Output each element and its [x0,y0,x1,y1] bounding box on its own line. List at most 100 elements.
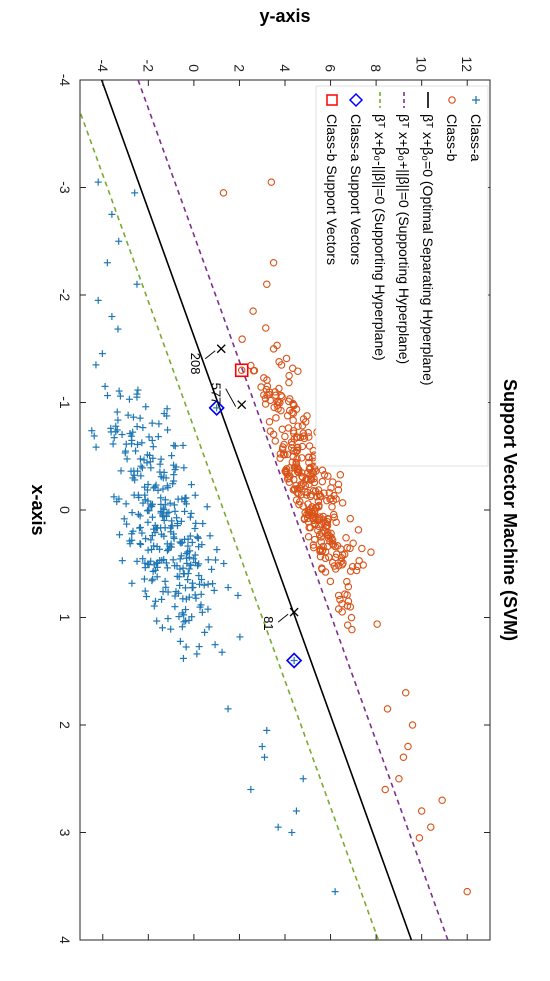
x-tick-label: -1 [57,396,73,409]
y-tick-label: -2 [140,60,156,73]
class-a-point [212,556,220,564]
class-b-point [305,433,313,441]
class-b-point [298,442,307,451]
class-b-point [292,460,301,468]
class-a-point [184,570,192,578]
class-b-point [277,406,285,415]
x-tick-label: -4 [57,74,73,87]
class-a-point [147,464,155,472]
legend-label: βᵀ x+β₀+||β||=0 (Supporting Hyperplane) [396,114,412,364]
class-a-point [186,513,194,521]
legend-item-sv-a: Class-a Support Vectors [348,92,364,265]
class-a-point [113,498,121,506]
class-a-point [123,520,131,528]
y-tick-label: -4 [95,60,111,73]
class-a-point [224,584,232,592]
class-a-point [175,613,183,621]
class-a-point [98,350,106,358]
class-a-point [188,538,196,546]
class-b-support-vector [234,363,249,378]
class-a-point [122,500,130,508]
class-a-point [177,552,185,560]
class-b-point [305,480,313,489]
legend-item-class-a: Class-a [468,96,484,162]
y-tick-label: 8 [368,64,384,72]
class-a-point [193,650,201,658]
class-a-point [220,560,228,568]
class-a-point [170,477,178,485]
class-a-point [148,500,156,508]
class-b-point [285,478,294,487]
class-b-point [292,496,301,504]
class-a-point [112,422,120,430]
class-a-point [174,589,182,597]
class-b-point [298,472,306,481]
class-a-point [162,583,170,591]
class-a-point [159,513,167,521]
class-a-point [139,555,147,563]
class-a-point [163,405,171,413]
class-b-point [281,432,289,441]
class-b-point [293,463,301,471]
class-b-point [276,450,285,458]
class-b-point [278,425,287,433]
class-a-point [107,428,115,436]
legend-label: Class-b [444,114,460,162]
class-a-point [132,447,140,455]
class-b-point [273,341,281,350]
class-b-point [298,421,307,430]
class-a-point [141,564,149,572]
class-a-point [135,524,143,532]
class-a-point [92,361,100,369]
class-a-point [113,426,121,434]
class-b-point [342,534,350,542]
class-a-point [94,296,102,304]
class-a-point [116,392,124,400]
class-a-point [218,648,226,656]
class-a-point [134,510,142,518]
class-a-point [197,601,205,609]
class-b-point [358,544,366,553]
class-b-point [315,530,324,539]
x-tick-label: -3 [57,181,73,194]
class-b-point [304,533,313,541]
annotation-577: 577 [209,383,247,410]
class-b-point [329,510,338,519]
class-a-point [181,507,189,515]
class-a-point [155,420,163,428]
class-a-point [150,561,158,569]
optimal-separating-hyperplane [100,80,413,940]
legend-label: βᵀ x+β₀-||β||=0 (Supporting Hyperplane) [372,114,388,361]
class-a-point [234,591,242,599]
class-b-point [307,490,316,499]
class-a-point [166,542,174,550]
class-a-point [130,471,138,479]
class-b-point [305,442,314,450]
class-a-point [128,440,136,448]
class-a-point [149,443,157,451]
annotation-label: 81 [261,616,276,630]
class-b-point [427,823,435,831]
class-a-point [103,259,111,267]
class-b-point [343,602,352,610]
class-a-point [158,624,166,632]
class-b-point [337,553,346,562]
class-a-point [143,459,151,467]
class-a-point [148,436,156,444]
class-a-point [125,395,133,403]
class-a-point [146,451,154,459]
class-b-point [298,473,307,482]
class-a-point [147,536,155,544]
class-a-point [181,584,189,592]
chart-title: Support Vector Machine (SVM) [500,379,520,641]
class-b-point [265,418,274,426]
class-b-point [310,508,319,516]
class-a-point [136,414,144,422]
class-b-point [287,438,296,446]
class-b-point [317,538,326,546]
class-a-point [137,540,145,548]
y-tick-label: 12 [459,56,475,72]
class-a-point [198,608,206,616]
class-a-point [173,562,181,570]
class-a-point [148,513,156,521]
